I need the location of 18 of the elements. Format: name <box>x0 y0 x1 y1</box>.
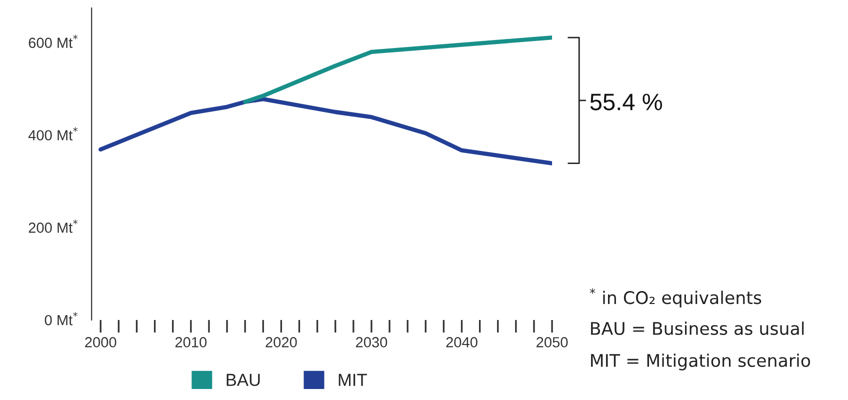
x-tick-label: 2030 <box>356 337 388 348</box>
x-tick-label: 2020 <box>266 337 297 348</box>
text: MIT = Mitigation scenario <box>591 354 810 370</box>
text: BAU = Business as usual <box>591 322 804 336</box>
text: $^{*}$ in CO₂ equivalents <box>590 288 762 308</box>
y-tick-label: 200 Mt$^{*}$ <box>28 220 78 233</box>
x-tick-label: 2010 <box>175 337 207 348</box>
x-tick-label: 2040 <box>446 337 478 348</box>
line-series <box>98 96 552 166</box>
x-tick-label: 2050 <box>536 337 568 348</box>
y-tick-label: 0 Mt$^{*}$ <box>44 312 78 326</box>
text: 55.4 % <box>590 94 662 110</box>
x-tick-label: 2000 <box>85 337 116 348</box>
y-tick-label: 400 Mt$^{*}$ <box>28 127 78 140</box>
line-series <box>242 35 552 104</box>
legend-label: MIT <box>338 374 367 386</box>
legend-label: BAU <box>226 374 260 386</box>
y-tick-label: 600 Mt$^{*}$ <box>28 34 78 48</box>
